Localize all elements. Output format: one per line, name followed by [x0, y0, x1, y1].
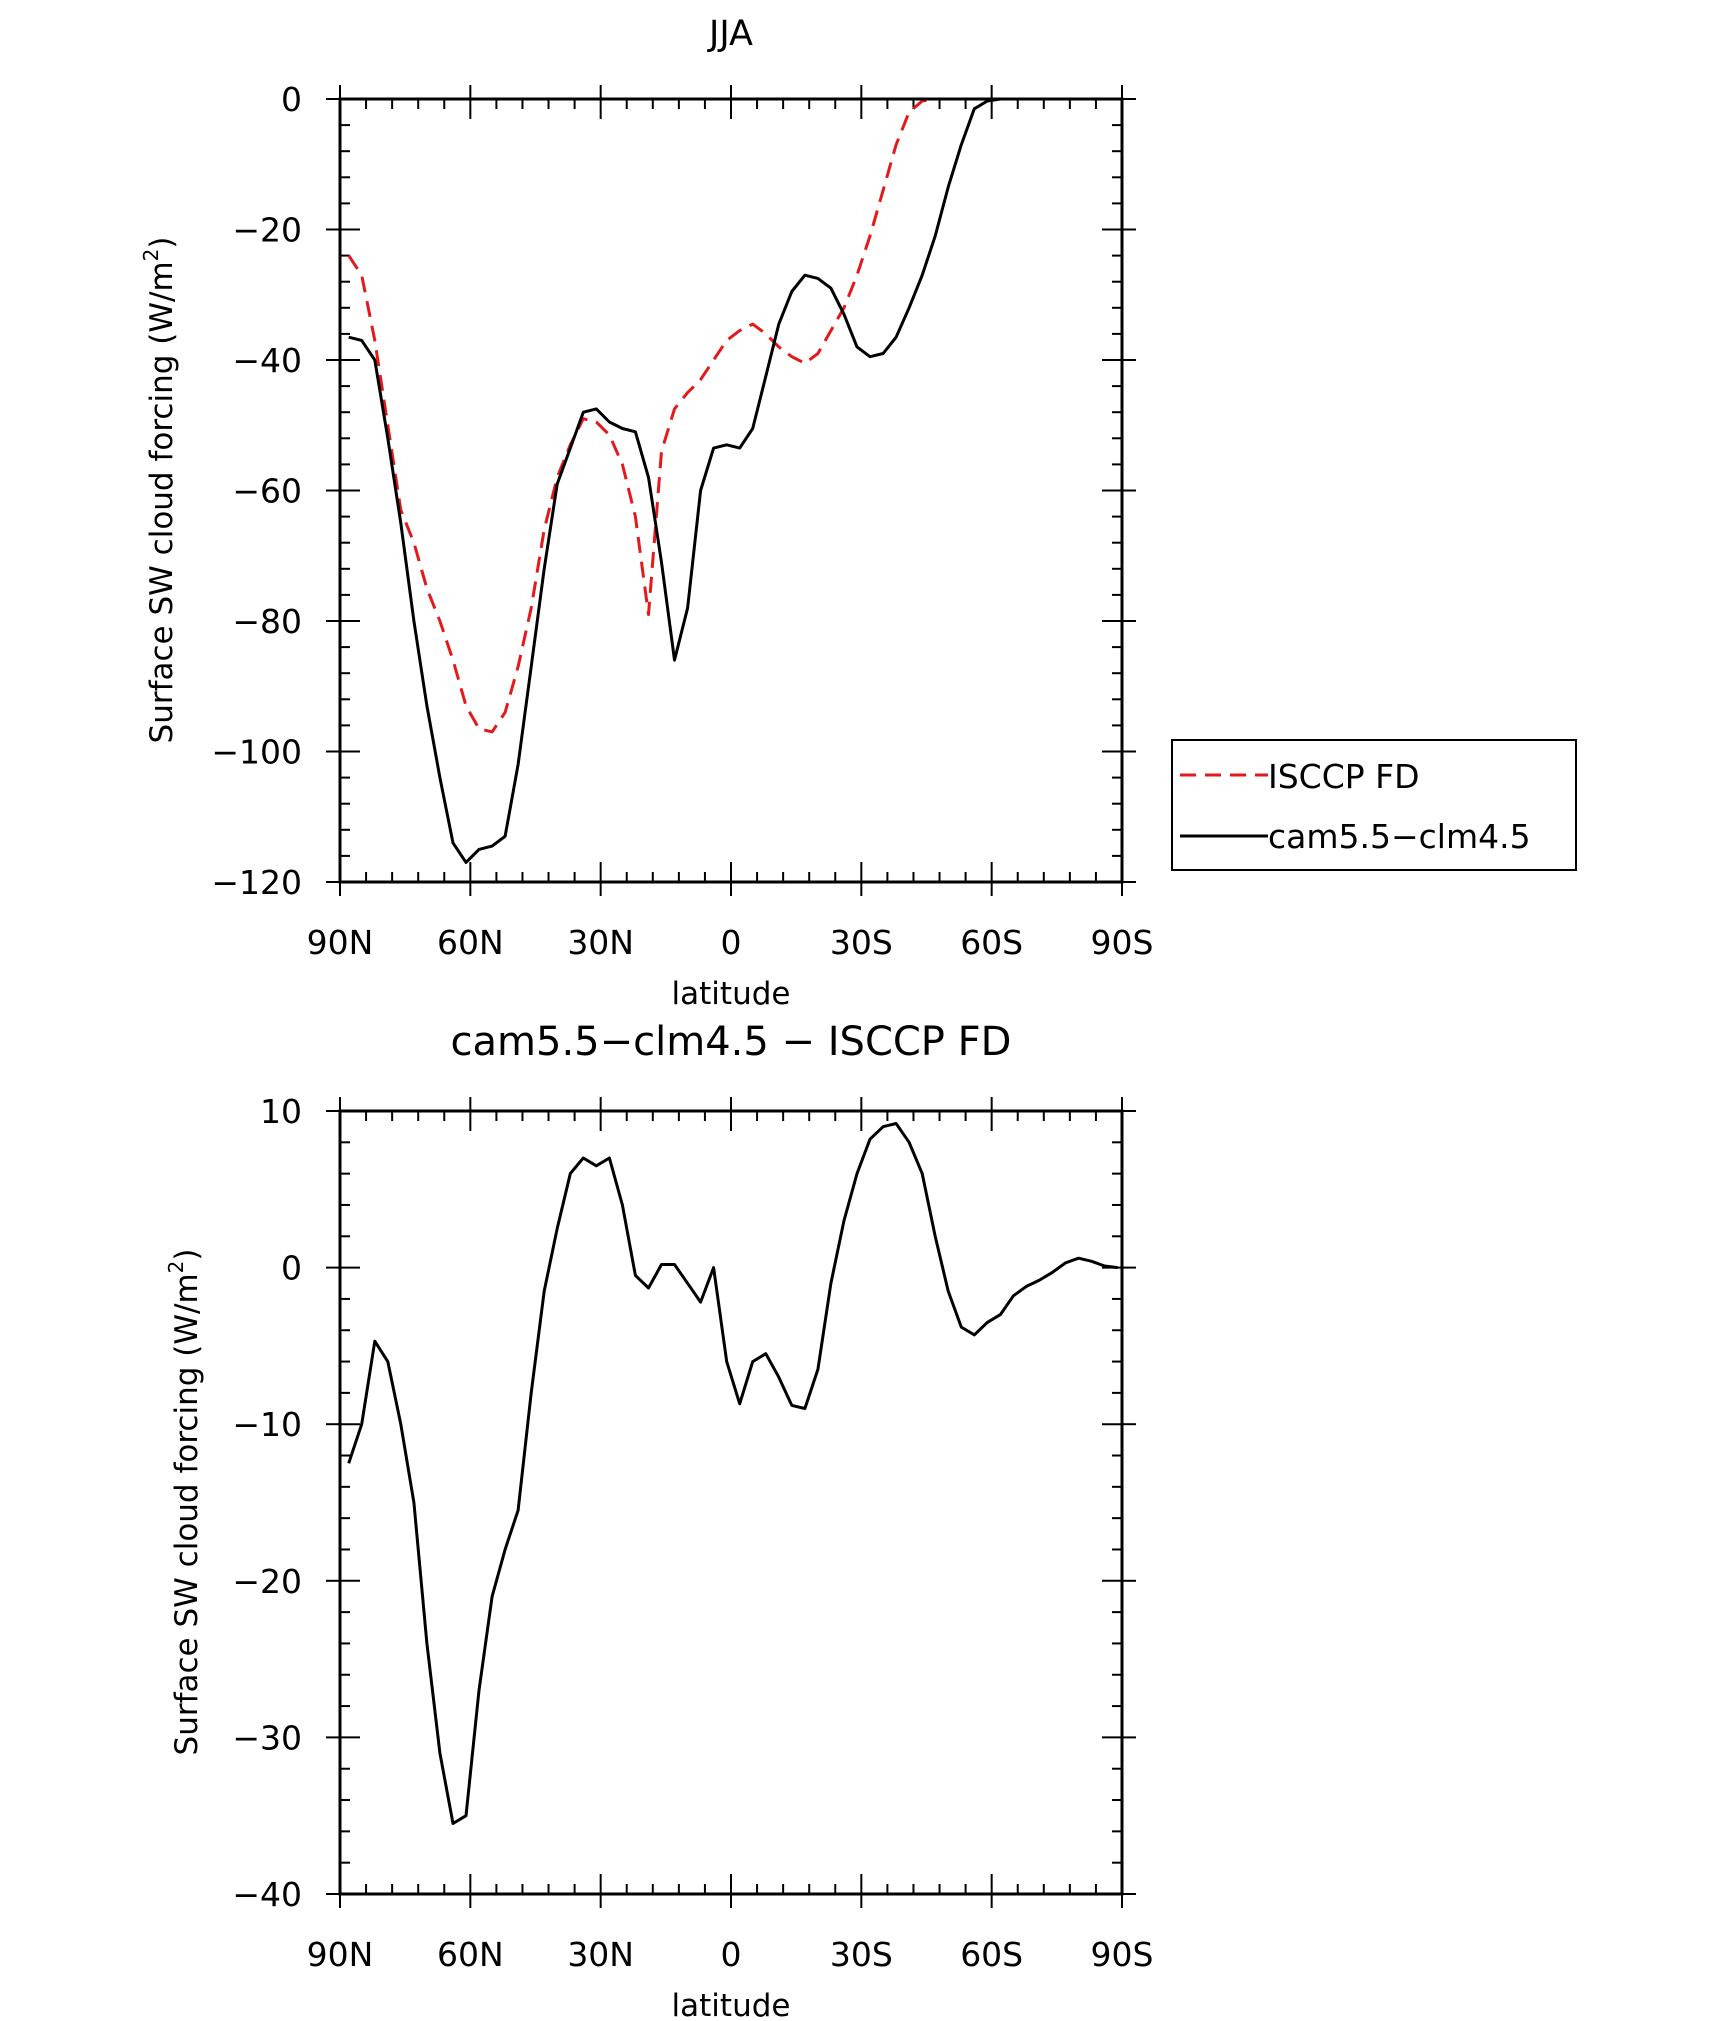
- xtick-label: 90S: [1091, 923, 1154, 962]
- bottom-chart-grid-ticks: [326, 1097, 1136, 1908]
- xtick-label: 30N: [567, 923, 634, 962]
- ytick-label: 10: [260, 1092, 302, 1131]
- top-chart-xtick-labels: 90N 60N 30N 0 30S 60S 90S: [307, 923, 1154, 962]
- xtick-label: 90S: [1091, 1935, 1154, 1974]
- xtick-label: 60S: [960, 923, 1023, 962]
- top-chart-title: JJA: [707, 14, 753, 54]
- bottom-chart-ytick-labels: 10 0 −10 −20 −30 −40: [232, 1092, 302, 1914]
- bottom-chart-ylabel-close: ): [169, 1249, 205, 1261]
- ytick-label: −10: [232, 1405, 302, 1444]
- xtick-label: 60S: [960, 1935, 1023, 1974]
- ytick-label: −40: [232, 341, 302, 380]
- bottom-chart-ylabel-sup: 2: [164, 1261, 188, 1274]
- ytick-label: −80: [232, 602, 302, 641]
- xtick-label: 60N: [437, 923, 504, 962]
- bottom-chart: cam5.5−clm4.5 − ISCCP FD 10 0 −10 −20 −30 −40…: [164, 1019, 1153, 2021]
- top-chart: JJA 0 −20 −40 −60 −80 −100 −120 90N 60N 30N 0 30S 6…: [139, 14, 1577, 1012]
- bottom-chart-lines: [347, 1122, 1118, 1825]
- xtick-label: 0: [721, 923, 742, 962]
- xtick-label: 30S: [830, 923, 893, 962]
- ytick-label: −120: [211, 863, 302, 902]
- top-chart-ylabel-sup: 2: [139, 249, 163, 262]
- top-chart-ytick-labels: 0 −20 −40 −60 −80 −100 −120: [211, 80, 302, 902]
- legend-label-isccp: ISCCP FD: [1268, 757, 1420, 796]
- ytick-label: 0: [281, 80, 302, 119]
- ytick-label: 0: [281, 1249, 302, 1288]
- xtick-label: 60N: [437, 1935, 504, 1974]
- xtick-label: 0: [721, 1935, 742, 1974]
- ytick-label: −100: [211, 733, 302, 772]
- top-chart-xlabel: latitude: [672, 976, 791, 1012]
- xtick-label: 30S: [830, 1935, 893, 1974]
- bottom-chart-xlabel: latitude: [672, 1988, 791, 2021]
- legend-box: [1171, 739, 1577, 871]
- series-line-cam5-clm4: [348, 97, 1118, 864]
- bottom-chart-title: cam5.5−clm4.5 − ISCCP FD: [451, 1019, 1012, 1065]
- top-chart-frame: [338, 97, 1124, 884]
- ytick-label: −20: [232, 1562, 302, 1601]
- ytick-label: −20: [232, 211, 302, 250]
- series-line-difference: [347, 1122, 1118, 1825]
- top-chart-ylabel-main: Surface SW cloud forcing (W/m: [144, 261, 180, 743]
- top-chart-ylabel-close: ): [144, 237, 180, 249]
- top-chart-grid-ticks: [326, 85, 1136, 896]
- xtick-label: 30N: [567, 1935, 634, 1974]
- bottom-chart-ylabel-main: Surface SW cloud forcing (W/m: [169, 1273, 205, 1755]
- top-chart-ylabel: Surface SW cloud forcing (W/m2): [139, 237, 180, 744]
- ytick-label: −30: [232, 1718, 302, 1757]
- xtick-label: 90N: [307, 923, 374, 962]
- bottom-chart-frame: [338, 1109, 1124, 1896]
- xtick-label: 90N: [307, 1935, 374, 1974]
- ytick-label: −40: [232, 1875, 302, 1914]
- legend: ISCCP FD cam5.5−clm4.5: [1171, 739, 1577, 871]
- ytick-label: −60: [232, 472, 302, 511]
- legend-label-cam: cam5.5−clm4.5: [1268, 817, 1531, 856]
- bottom-chart-ylabel: Surface SW cloud forcing (W/m2): [164, 1249, 205, 1756]
- bottom-chart-xtick-labels: 90N 60N 30N 0 30S 60S 90S: [307, 1935, 1154, 1974]
